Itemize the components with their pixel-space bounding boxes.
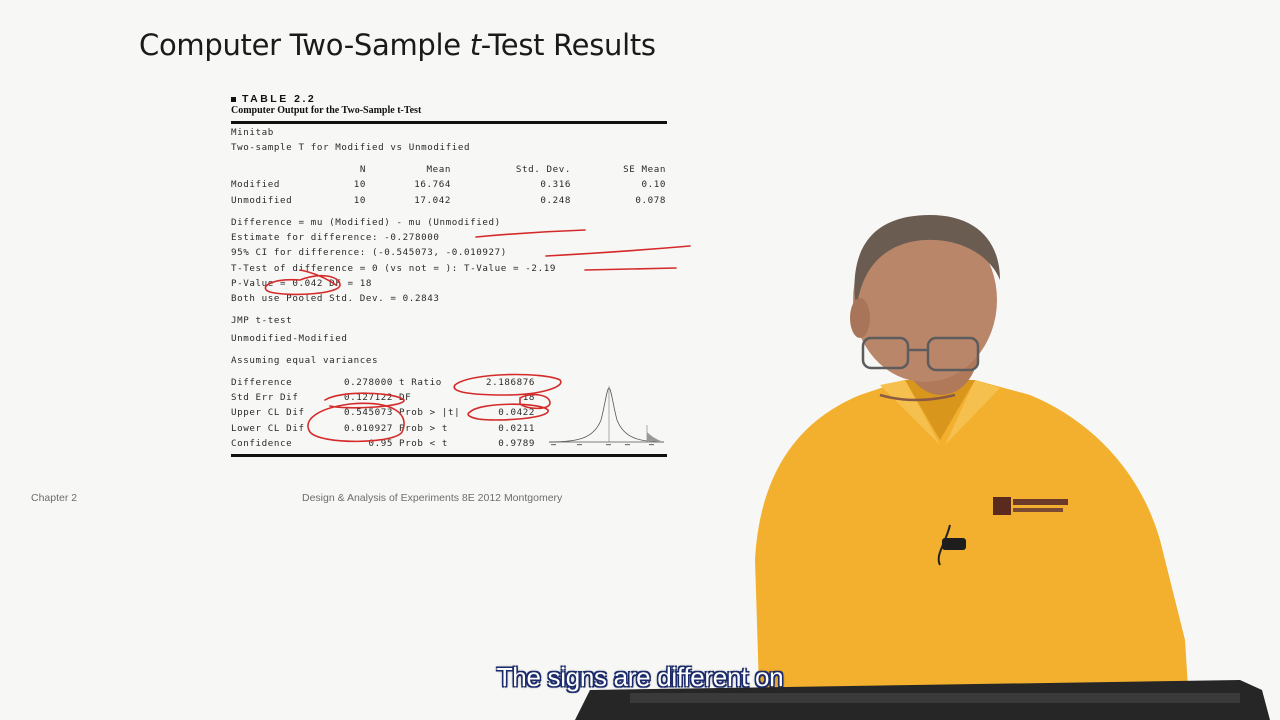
- row-unmodified-n: 10: [353, 195, 366, 206]
- col-header-n: N: [359, 164, 366, 175]
- row-modified-mean: 16.764: [414, 179, 451, 190]
- minitab-heading: Two-sample T for Modified vs Unmodified: [231, 142, 471, 153]
- jmp-row-label: Upper CL Dif: [231, 407, 305, 418]
- minitab-line: T-Test of difference = 0 (vs not = ): T-…: [231, 263, 556, 274]
- jmp-assumption: Assuming equal variances: [231, 355, 379, 366]
- jmp-row-stat: t Ratio: [399, 377, 442, 388]
- jmp-row-stat: DF: [399, 392, 412, 403]
- slide-title-t: t: [469, 28, 481, 62]
- jmp-row-label: Difference: [231, 377, 293, 388]
- col-header-mean: Mean: [426, 164, 451, 175]
- yellow-shirt: [755, 380, 1190, 720]
- jmp-row-label: Std Err Dif: [231, 392, 299, 403]
- presenter-head: [853, 218, 997, 382]
- table-top-rule: [231, 121, 667, 124]
- col-header-semean: SE Mean: [623, 164, 666, 175]
- slide-title-start: Computer Two-Sample: [139, 28, 470, 62]
- footer-source: Design & Analysis of Experiments 8E 2012…: [302, 492, 563, 504]
- row-unmodified-sd: 0.248: [540, 195, 571, 206]
- row-modified-se: 0.10: [641, 179, 666, 190]
- minitab-line: Estimate for difference: -0.278000: [231, 232, 440, 243]
- normal-curve-icon: [548, 386, 665, 446]
- row-unmodified-se: 0.078: [635, 195, 666, 206]
- table-number: TABLE 2.2: [231, 93, 316, 105]
- jmp-label: JMP t-test: [231, 315, 293, 326]
- minitab-line: Difference = mu (Modified) - mu (Unmodif…: [231, 217, 501, 228]
- jmp-row-stat: Prob < t: [399, 438, 449, 449]
- row-modified-sd: 0.316: [540, 179, 571, 190]
- row-unmodified-name: Unmodified: [231, 195, 293, 206]
- jmp-heading: Unmodified-Modified: [231, 333, 348, 344]
- jmp-row-stat: Prob > |t|: [399, 407, 461, 418]
- slide-title: Computer Two-Sample t-Test Results: [139, 28, 656, 62]
- table-bottom-rule: [231, 454, 667, 457]
- row-modified-name: Modified: [231, 179, 281, 190]
- table-2-2: TABLE 2.2 Computer Output for the Two-Sa…: [231, 92, 668, 462]
- jmp-row-value: 0.278000: [343, 377, 393, 388]
- jmp-row-stat: Prob > t: [399, 423, 449, 434]
- jmp-row-label: Confidence: [231, 438, 293, 449]
- jmp-row-value: 0.95: [368, 438, 393, 449]
- slide-title-end: -Test Results: [480, 28, 656, 62]
- video-caption: The signs are different on: [496, 662, 784, 692]
- minitab-line: 95% CI for difference: (-0.545073, -0.01…: [231, 247, 507, 258]
- jmp-row-label: Lower CL Dif: [231, 423, 305, 434]
- col-header-stddev: Std. Dev.: [515, 164, 571, 175]
- row-modified-n: 10: [353, 179, 366, 190]
- minitab-label: Minitab: [231, 127, 274, 138]
- lapel-microphone-icon: [937, 524, 966, 566]
- row-unmodified-mean: 17.042: [414, 195, 451, 206]
- jmp-row-stat-value: 0.9789: [498, 438, 535, 449]
- asu-logo-icon: [993, 497, 1068, 515]
- footer-chapter: Chapter 2: [31, 492, 78, 504]
- minitab-line: Both use Pooled Std. Dev. = 0.2843: [231, 293, 440, 304]
- jmp-row-stat-value: 0.0211: [498, 423, 535, 434]
- table-caption: Computer Output for the Two-Sample t-Tes…: [231, 105, 422, 116]
